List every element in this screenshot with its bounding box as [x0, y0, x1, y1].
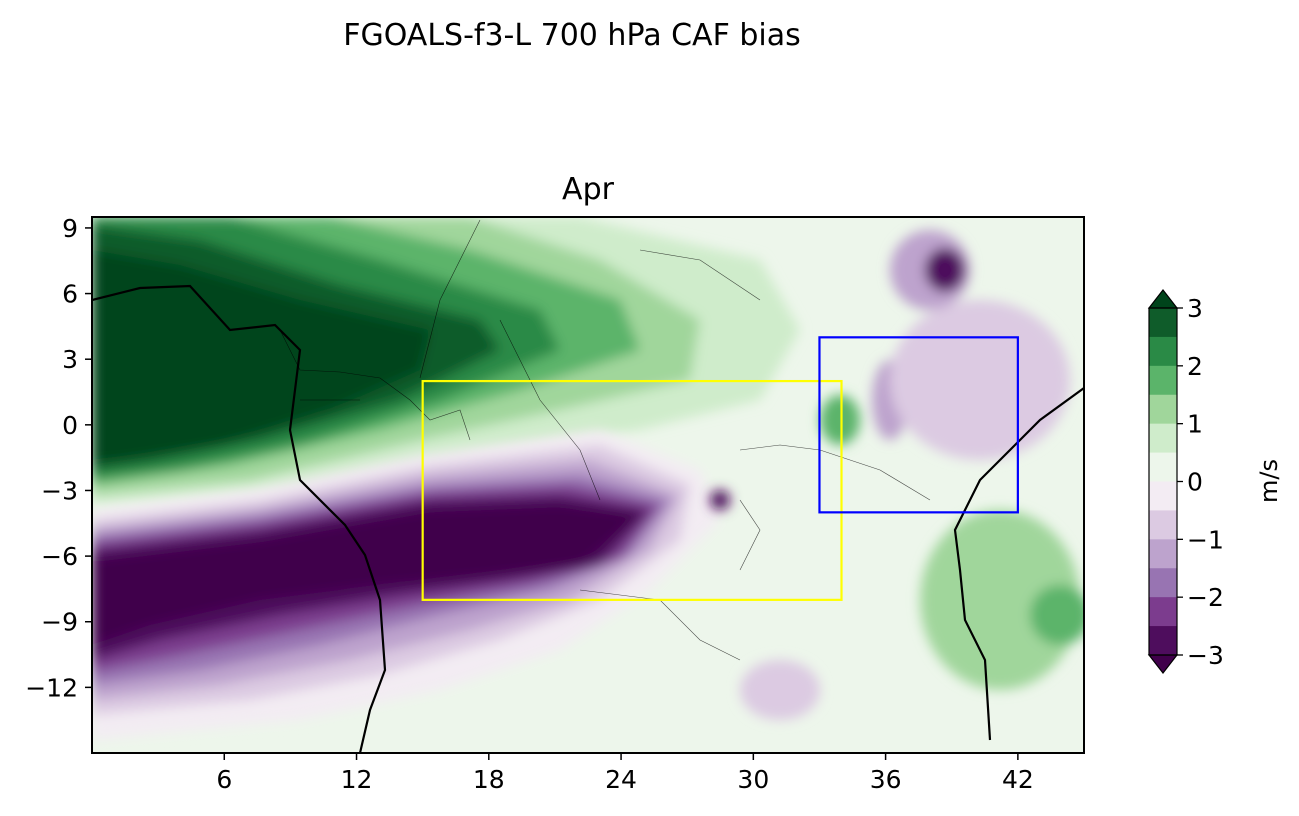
y-axis: 9 6 3 0 −3 −6 −9 −12: [25, 214, 92, 702]
colorbar-tick-label: 1: [1187, 410, 1203, 439]
y-tick-label: 6: [62, 280, 78, 309]
colorbar-tick-label: −1: [1187, 525, 1224, 554]
x-axis: 6 12 18 24 30 36 42: [216, 753, 1034, 794]
colorbar-tick-label: −3: [1187, 641, 1224, 670]
y-tick-label: −12: [25, 673, 78, 702]
x-tick-label: 30: [737, 765, 769, 794]
colorbar-segment: [1149, 394, 1177, 425]
bias-field: [92, 217, 1084, 753]
figure-title: FGOALS-f3-L 700 hPa CAF bias: [343, 18, 801, 53]
colorbar-segment: [1149, 336, 1177, 367]
panel-title: Apr: [562, 172, 615, 207]
x-tick-label: 18: [473, 765, 505, 794]
colorbar-segment: [1149, 365, 1177, 396]
y-tick-label: 9: [62, 214, 78, 243]
x-tick-label: 36: [870, 765, 902, 794]
colorbar-segment: [1149, 568, 1177, 598]
y-tick-label: −6: [41, 542, 78, 571]
colorbar-tick-label: 2: [1187, 352, 1203, 381]
colorbar-segment: [1149, 597, 1177, 627]
colorbar-extend-max: [1147, 289, 1179, 309]
y-tick-label: 0: [62, 411, 78, 440]
x-tick-label: 42: [1002, 765, 1034, 794]
y-tick-label: −9: [41, 608, 78, 637]
region-boxes: [421, 336, 1019, 601]
colorbar-tick-label: 0: [1187, 468, 1203, 497]
colorbar-segment: [1149, 423, 1177, 454]
colorbar-label: m/s: [1255, 459, 1283, 503]
colorbar-tick-label: −2: [1187, 583, 1224, 612]
x-tick-label: 12: [341, 765, 373, 794]
colorbar-segment: [1149, 452, 1177, 482]
colorbar: 3 2 1 0 −1 −2 −3: [1147, 289, 1224, 674]
x-tick-label: 24: [605, 765, 637, 794]
colorbar-tick-label: 3: [1187, 294, 1203, 323]
colorbar-segment: [1149, 626, 1177, 656]
y-tick-label: 3: [62, 345, 78, 374]
colorbar-segment: [1149, 510, 1177, 540]
y-tick-label: −3: [41, 476, 78, 505]
map-frame: [91, 216, 1085, 754]
colorbar-segment: [1149, 481, 1177, 511]
colorbar-segment: [1149, 308, 1177, 338]
yellow-region-box: [421, 379, 843, 601]
blue-region-box: [818, 336, 1019, 514]
colorbar-extend-min: [1147, 654, 1179, 674]
colorbar-segment: [1149, 539, 1177, 569]
x-tick-label: 6: [216, 765, 232, 794]
